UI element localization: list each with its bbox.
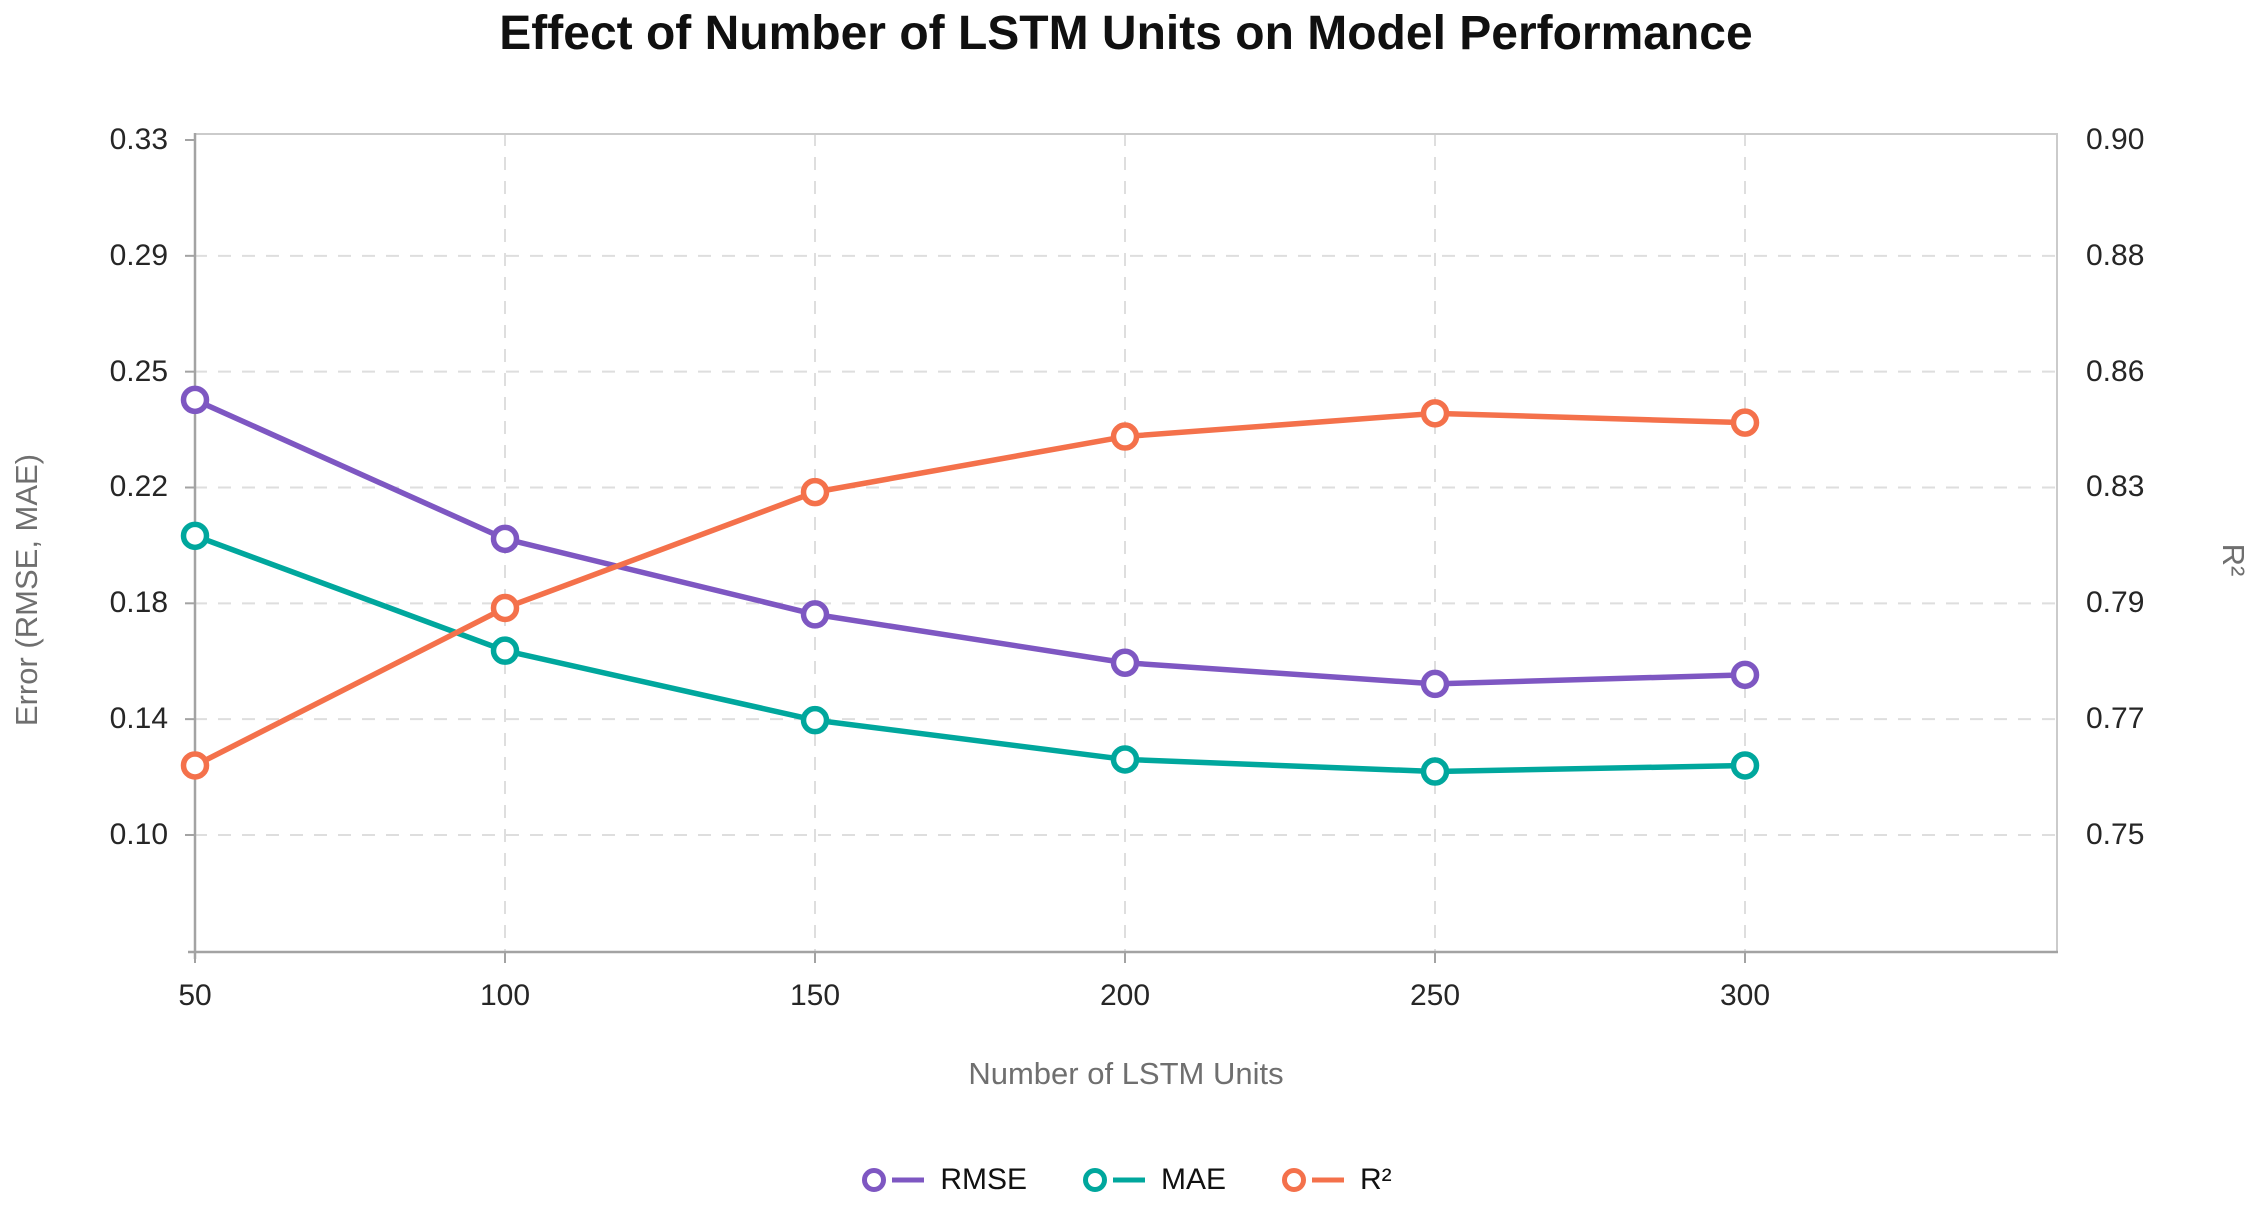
left-axis-tick-label: 0.29 xyxy=(109,238,168,272)
x-axis-tick-label: 300 xyxy=(1719,979,1771,1012)
right-axis-title: R² xyxy=(2216,543,2251,577)
x-axis-tick-label: 200 xyxy=(1099,979,1151,1012)
plot-canvas xyxy=(180,133,2058,963)
legend-label-rmse: RMSE xyxy=(940,1163,1027,1196)
x-axis-title: Number of LSTM Units xyxy=(968,1056,1284,1091)
legend-item-r2: R² xyxy=(1280,1163,1392,1197)
right-axis-tick-label: 0.75 xyxy=(2086,817,2145,851)
plot-area xyxy=(180,133,2058,963)
right-axis-tick-label: 0.90 xyxy=(2086,123,2145,156)
left-axis-tick-label: 0.10 xyxy=(109,817,168,851)
right-axis-tick-label: 0.77 xyxy=(2086,702,2145,736)
legend-item-mae: MAE xyxy=(1081,1163,1226,1197)
legend-label-r2: R² xyxy=(1360,1163,1392,1196)
left-axis-tick-label: 0.18 xyxy=(109,586,168,620)
legend-label-mae: MAE xyxy=(1161,1163,1227,1196)
left-axis-tick-label: 0.14 xyxy=(109,702,168,736)
right-axis-tick-label: 0.83 xyxy=(2086,470,2145,504)
r2-series-marker-icon xyxy=(1280,1164,1346,1196)
right-axis-tick-label: 0.88 xyxy=(2086,238,2145,272)
x-axis-tick-label: 50 xyxy=(178,979,212,1012)
left-axis-tick-label: 0.25 xyxy=(109,354,168,388)
rmse-series-marker-icon xyxy=(860,1164,926,1196)
right-axis-tick-label: 0.79 xyxy=(2086,586,2145,620)
left-axis-tick-label: 0.33 xyxy=(109,123,168,156)
x-axis-tick-label: 150 xyxy=(789,979,841,1012)
left-axis-tick-label: 0.22 xyxy=(109,470,168,504)
chart-title: Effect of Number of LSTM Units on Model … xyxy=(499,7,1753,60)
mae-series-marker-icon xyxy=(1081,1164,1147,1196)
x-axis-tick-label: 250 xyxy=(1409,979,1461,1012)
x-axis-tick-label: 100 xyxy=(479,979,531,1012)
right-axis-tick-label: 0.86 xyxy=(2086,354,2145,388)
legend-item-rmse: RMSE xyxy=(860,1163,1027,1197)
legend: RMSE MAE R² xyxy=(194,1163,2058,1197)
